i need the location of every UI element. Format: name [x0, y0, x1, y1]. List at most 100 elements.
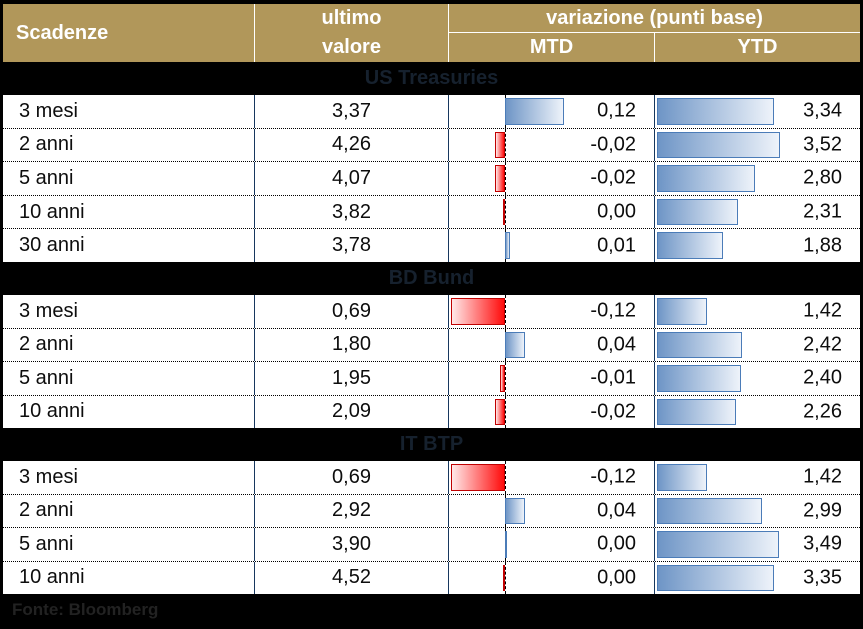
table-row: 10 anni 4,52 0,00 3,35	[3, 560, 860, 594]
maturity-label: 5 anni	[3, 362, 255, 395]
mtd-zero-baseline	[505, 395, 506, 428]
ytd-value: 2,80	[803, 166, 842, 189]
section-title: IT BTP	[399, 433, 464, 455]
mtd-bar	[503, 564, 505, 591]
section-band: US Treasuries	[3, 62, 860, 95]
mtd-zero-baseline	[505, 195, 506, 229]
section-rows: 3 mesi 0,69 -0,12 1,42 2 anni 1,80 0,04 …	[3, 295, 860, 428]
table-row: 5 anni 3,90 0,00 3,49	[3, 527, 860, 561]
source-note: Fonte: Bloomberg	[12, 600, 159, 619]
ytd-bar	[657, 298, 707, 325]
header-ultimo-valore: ultimo valore	[255, 4, 449, 62]
mtd-value: -0,02	[590, 133, 636, 156]
mtd-zero-baseline	[505, 561, 506, 594]
maturity-label: 3 mesi	[3, 295, 255, 328]
ytd-cell: 1,88	[655, 229, 860, 262]
last-value: 2,09	[255, 395, 449, 428]
ytd-bar	[657, 198, 738, 226]
mtd-cell: -0,02	[449, 395, 655, 428]
mtd-value: 0,01	[597, 234, 636, 257]
mtd-cell: 0,00	[449, 528, 655, 561]
mtd-zero-baseline	[505, 362, 506, 395]
mtd-cell: 0,00	[449, 195, 655, 229]
maturity-label: 2 anni	[3, 328, 255, 361]
last-value: 1,95	[255, 362, 449, 395]
maturity-label: 10 anni	[3, 561, 255, 594]
ytd-cell: 3,34	[655, 95, 860, 128]
header-ytd: YTD	[737, 36, 778, 58]
maturity-label: 2 anni	[3, 128, 255, 162]
ytd-value: 1,42	[803, 299, 842, 322]
ytd-bar	[657, 365, 741, 392]
section-title: BD Bund	[388, 267, 475, 289]
ytd-bar	[657, 232, 723, 259]
ytd-bar	[657, 165, 755, 192]
maturity-label: 3 mesi	[3, 461, 255, 494]
last-value: 3,37	[255, 95, 449, 128]
mtd-value: 0,04	[597, 499, 636, 522]
ytd-bar	[657, 564, 774, 591]
ytd-cell: 2,99	[655, 495, 860, 528]
section-rows: 3 mesi 3,37 0,12 3,34 2 anni 4,26 -0,02 …	[3, 95, 860, 262]
ytd-value: 2,26	[803, 400, 842, 423]
maturity-label: 2 anni	[3, 494, 255, 527]
last-value: 0,69	[255, 461, 449, 494]
header-scadenze: Scadenze	[3, 4, 255, 62]
last-value: 4,26	[255, 128, 449, 162]
mtd-bar	[495, 398, 505, 425]
mtd-zero-baseline	[505, 128, 506, 162]
ytd-cell: 1,42	[655, 295, 860, 328]
table-row: 5 anni 4,07 -0,02 2,80	[3, 161, 860, 195]
mtd-bar	[451, 464, 505, 491]
ytd-bar	[657, 131, 780, 159]
mtd-cell: 0,01	[449, 229, 655, 262]
mtd-value: 0,00	[597, 200, 636, 223]
ytd-cell: 1,42	[655, 461, 860, 494]
ytd-cell: 2,42	[655, 329, 860, 362]
maturity-label: 5 anni	[3, 528, 255, 561]
mtd-value: -0,02	[590, 166, 636, 189]
table-body: US Treasuries 3 mesi 3,37 0,12 3,34 2 an…	[3, 62, 860, 594]
mtd-value: -0,12	[590, 465, 636, 488]
mtd-bar	[451, 298, 505, 325]
table-footer: Fonte: Bloomberg	[3, 594, 860, 629]
ytd-value: 2,42	[803, 333, 842, 356]
ytd-bar	[657, 331, 742, 358]
last-value: 4,07	[255, 162, 449, 195]
mtd-bar	[500, 365, 505, 392]
mtd-bar	[505, 497, 525, 524]
maturity-label: 3 mesi	[3, 95, 255, 128]
ytd-bar	[657, 98, 774, 125]
ytd-bar	[657, 497, 762, 524]
mtd-cell: -0,01	[449, 362, 655, 395]
section-rows: 3 mesi 0,69 -0,12 1,42 2 anni 2,92 0,04 …	[3, 461, 860, 594]
mtd-cell: 0,04	[449, 328, 655, 361]
mtd-cell: 0,04	[449, 494, 655, 527]
mtd-value: -0,02	[590, 400, 636, 423]
mtd-value: 0,00	[597, 532, 636, 555]
mtd-value: -0,12	[590, 299, 636, 322]
mtd-bar	[503, 198, 505, 226]
mtd-bar	[505, 531, 507, 558]
mtd-value: 0,04	[597, 333, 636, 356]
mtd-bar	[505, 232, 510, 259]
ytd-value: 1,88	[803, 234, 842, 257]
header-variazione-group: variazione (punti base) MTD YTD	[449, 4, 860, 62]
mtd-cell: -0,12	[449, 461, 655, 494]
mtd-bar	[505, 98, 564, 125]
last-value: 2,92	[255, 494, 449, 527]
mtd-cell: -0,02	[449, 128, 655, 162]
ytd-value: 2,31	[803, 200, 842, 223]
section-title: US Treasuries	[364, 67, 499, 89]
ytd-cell: 2,31	[655, 196, 860, 229]
last-value: 3,82	[255, 195, 449, 229]
maturity-label: 30 anni	[3, 229, 255, 262]
ytd-value: 3,49	[803, 532, 842, 555]
mtd-value: 0,12	[597, 99, 636, 122]
ytd-cell: 2,26	[655, 396, 860, 429]
ytd-value: 3,34	[803, 99, 842, 122]
ytd-value: 2,40	[803, 366, 842, 389]
header-variazione: variazione (punti base)	[449, 4, 860, 33]
table-row: 3 mesi 0,69 -0,12 1,42	[3, 295, 860, 328]
